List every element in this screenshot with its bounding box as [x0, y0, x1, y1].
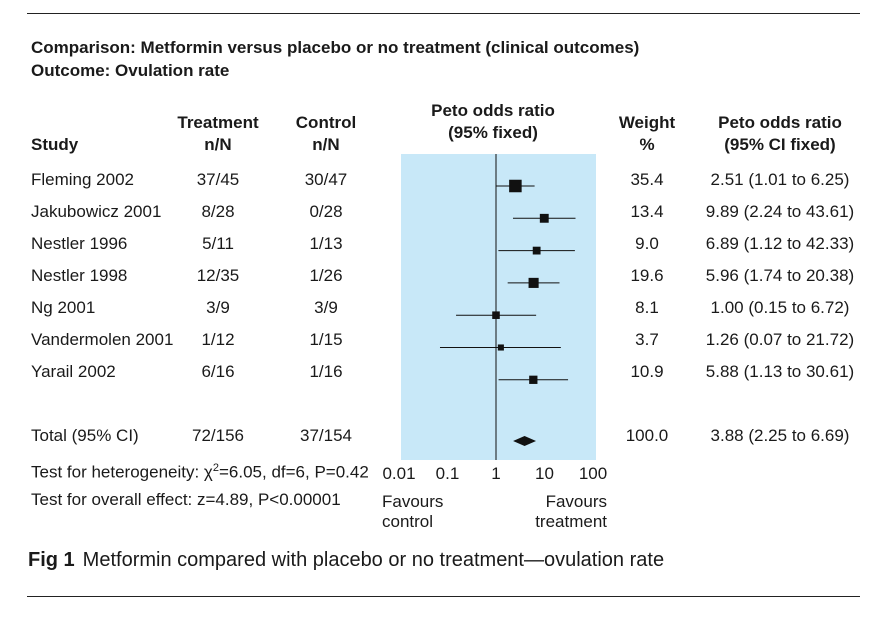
point-estimate-square	[492, 311, 500, 319]
study-treatment: 6/16	[201, 362, 235, 381]
study-treatment: 8/28	[201, 202, 235, 221]
study-name: Yarail 2002	[31, 362, 116, 381]
header-or-line1: Peto odds ratio	[718, 113, 842, 132]
x-tick-label: 0.01	[382, 464, 415, 483]
favours-control-line1: Favours	[382, 492, 444, 511]
study-weight: 19.6	[630, 266, 664, 285]
total-diamond	[513, 436, 537, 446]
point-estimate-square	[532, 246, 541, 255]
x-tick-label: 1	[491, 464, 500, 483]
plot-panel	[401, 154, 596, 460]
study-treatment: 12/35	[196, 266, 240, 285]
point-estimate-square	[509, 179, 522, 193]
header-study: Study	[31, 135, 79, 154]
header-plot-line1: Peto odds ratio	[431, 101, 555, 120]
study-name: Jakubowicz 2001	[31, 202, 162, 221]
heterogeneity-suffix: =6.05, df=6, P=0.42	[218, 462, 369, 482]
total-control: 37/154	[300, 426, 352, 445]
point-estimate-square	[539, 213, 549, 223]
outcome-title: Outcome: Ovulation rate	[31, 61, 230, 80]
header-control-line2: n/N	[312, 135, 340, 154]
total-treatment: 72/156	[192, 426, 244, 445]
figure-caption-text: Metformin compared with placebo or no tr…	[82, 549, 665, 571]
point-estimate-square	[529, 375, 538, 384]
x-tick-label: 10	[535, 464, 554, 483]
header-control: Control n/N	[276, 112, 376, 156]
header-weight-line2: %	[639, 135, 655, 154]
comparison-title: Comparison: Metformin versus placebo or …	[31, 38, 640, 57]
header-plot: Peto odds ratio (95% fixed)	[408, 100, 578, 144]
favours-treatment-line2: treatment	[535, 512, 607, 531]
study-or: 5.96 (1.74 to 20.38)	[705, 266, 855, 285]
study-treatment: 1/12	[201, 330, 235, 349]
header-treatment: Treatment n/N	[168, 112, 268, 156]
study-or: 1.00 (0.15 to 6.72)	[710, 298, 850, 317]
study-or: 1.26 (0.07 to 21.72)	[705, 330, 855, 349]
favours-treatment: Favours treatment	[520, 492, 607, 532]
header-weight-line1: Weight	[618, 113, 676, 132]
study-name: Ng 2001	[31, 298, 96, 317]
x-tick-label: 0.1	[436, 464, 460, 483]
study-control: 30/47	[304, 170, 348, 189]
header-control-line1: Control	[295, 113, 357, 132]
point-estimate-square	[528, 277, 539, 288]
heterogeneity-sup: 2	[212, 462, 219, 474]
study-or: 2.51 (1.01 to 6.25)	[710, 170, 850, 189]
study-control: 1/26	[309, 266, 343, 285]
study-or: 9.89 (2.24 to 43.61)	[705, 202, 855, 221]
x-tick-label: 100	[579, 464, 607, 483]
study-control: 0/28	[309, 202, 343, 221]
study-treatment: 5/11	[202, 234, 234, 253]
study-weight: 9.0	[635, 234, 659, 253]
favours-treatment-line1: Favours	[545, 492, 607, 511]
study-name: Nestler 1996	[31, 234, 128, 253]
study-control: 1/13	[309, 234, 343, 253]
point-estimate-square	[497, 344, 504, 351]
study-treatment: 3/9	[206, 298, 230, 317]
study-weight: 10.9	[630, 362, 664, 381]
study-or: 6.89 (1.12 to 42.33)	[705, 234, 855, 253]
study-treatment: 37/45	[196, 170, 240, 189]
header-treatment-line2: n/N	[204, 135, 232, 154]
study-name: Nestler 1998	[31, 266, 128, 285]
total-or: 3.88 (2.25 to 6.69)	[710, 426, 850, 445]
study-weight: 35.4	[630, 170, 664, 189]
study-control: 1/15	[309, 330, 343, 349]
study-name: Vandermolen 2001	[31, 330, 174, 349]
total-label: Total (95% CI)	[31, 426, 139, 445]
study-control: 3/9	[314, 298, 338, 317]
header-plot-line2: (95% fixed)	[448, 123, 538, 142]
study-or: 5.88 (1.13 to 30.61)	[705, 362, 855, 381]
figure-caption: Fig 1 Metformin compared with placebo or …	[28, 548, 664, 572]
favours-control-line2: control	[382, 512, 434, 531]
total-weight: 100.0	[625, 426, 669, 445]
header-or: Peto odds ratio (95% CI fixed)	[700, 112, 860, 156]
heterogeneity-test: Test for heterogeneity: χ2=6.05, df=6, P…	[31, 458, 369, 483]
header-weight: Weight %	[607, 112, 687, 156]
study-name: Fleming 2002	[31, 170, 135, 189]
figure-label: Fig 1	[28, 549, 75, 571]
favours-control: Favours control	[382, 492, 443, 532]
overall-effect-test: Test for overall effect: z=4.89, P<0.000…	[31, 490, 341, 509]
header-or-line2: (95% CI fixed)	[724, 135, 836, 154]
header-treatment-line1: Treatment	[177, 113, 259, 132]
study-weight: 13.4	[630, 202, 664, 221]
bottom-rule	[27, 596, 860, 597]
top-rule	[27, 13, 860, 14]
study-weight: 8.1	[635, 298, 659, 317]
study-control: 1/16	[309, 362, 343, 381]
heterogeneity-prefix: Test for heterogeneity: χ	[31, 462, 213, 482]
study-weight: 3.7	[635, 330, 659, 349]
